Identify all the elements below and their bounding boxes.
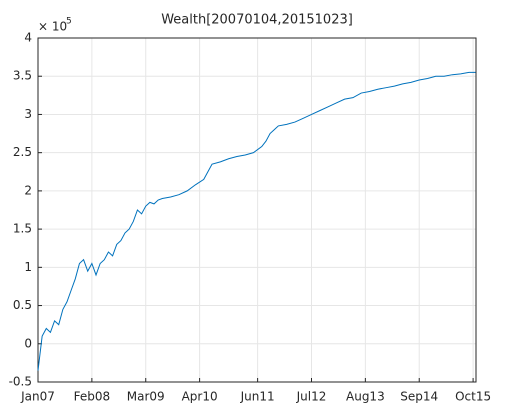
y-tick-label: 3 bbox=[24, 107, 32, 121]
x-tick-label: Apr10 bbox=[182, 390, 218, 404]
x-tick-label: Jun11 bbox=[240, 390, 275, 404]
x-tick-label: Sep14 bbox=[400, 390, 438, 404]
y-tick-label: 0.5 bbox=[13, 298, 32, 312]
chart-title: Wealth[20070104,20151023] bbox=[161, 13, 353, 28]
x-tick-label: Aug13 bbox=[346, 390, 385, 404]
y-tick-label: -0.5 bbox=[9, 375, 32, 389]
y-tick-label: 4 bbox=[24, 31, 32, 45]
y-tick-label: 1 bbox=[24, 260, 32, 274]
y-tick-label: 2 bbox=[24, 183, 32, 197]
x-tick-label: Oct15 bbox=[455, 390, 491, 404]
y-tick-label: 0 bbox=[24, 336, 32, 350]
y-tick-label: 1.5 bbox=[13, 222, 32, 236]
x-tick-label: Jan07 bbox=[20, 390, 55, 404]
y-tick-label: 2.5 bbox=[13, 145, 32, 159]
x-tick-label: Jul12 bbox=[296, 390, 327, 404]
y-tick-label: 3.5 bbox=[13, 69, 32, 83]
y-scale-base: × 10 bbox=[38, 20, 67, 34]
x-tick-label: Mar09 bbox=[127, 390, 165, 404]
plot-frame bbox=[37, 37, 477, 383]
data-line bbox=[37, 71, 476, 371]
x-tick-label: Feb08 bbox=[74, 390, 111, 404]
y-scale-power: 5 bbox=[66, 17, 72, 27]
